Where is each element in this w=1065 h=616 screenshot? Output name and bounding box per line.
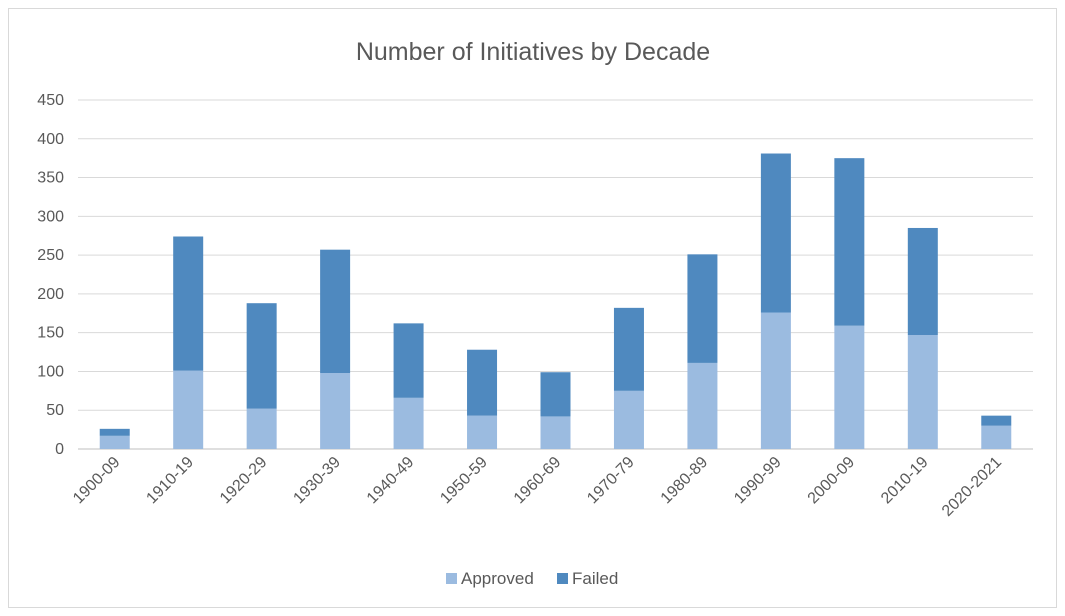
y-tick-label: 0 [55,441,64,458]
y-tick-label: 100 [37,363,64,380]
y-tick-label: 350 [37,170,64,187]
y-axis: 0 50 100 150 200 250 300 350 400 450 [37,92,64,458]
bar-approved-1930-39 [320,372,351,449]
bar-failed-1900-09 [99,428,130,436]
legend: Approved Failed [446,569,618,588]
x-tick-label: 1920-29 [217,454,271,508]
y-tick-label: 400 [37,131,64,148]
y-tick-label: 250 [37,247,64,264]
legend-swatch-failed [557,573,568,584]
chart-title: Number of Initiatives by Decade [356,38,710,66]
y-tick-label: 300 [37,208,64,225]
x-tick-label: 1990-99 [731,454,785,508]
y-tick-label: 200 [37,286,64,303]
bar-approved-1960-69 [540,416,571,449]
x-tick-label: 1910-19 [143,454,197,508]
bar-approved-1970-79 [613,390,644,449]
x-tick-label: 2020-2021 [939,454,1005,520]
x-tick-label: 2000-09 [805,454,859,508]
x-tick-label: 1930-39 [290,454,344,508]
bar-failed-1990-99 [760,153,791,313]
y-tick-label: 50 [46,402,64,419]
bar-failed-2010-19 [907,227,938,335]
bar-failed-2000-09 [834,158,865,326]
x-axis: 1900-09 1910-19 1920-29 1930-39 1940-49 1950-… [70,454,1005,520]
bar-approved-2000-09 [834,325,865,449]
bar-approved-2020-2021 [981,425,1012,449]
bar-approved-2010-19 [907,334,938,449]
y-tick-label: 150 [37,325,64,342]
bars [99,153,1012,449]
bar-approved-1950-59 [467,415,498,449]
x-tick-label: 1950-59 [437,454,491,508]
bar-approved-1990-99 [760,312,791,449]
bar-failed-1940-49 [393,323,424,398]
bar-failed-1970-79 [613,307,644,391]
bar-failed-1960-69 [540,372,571,417]
x-tick-label: 1900-09 [70,454,124,508]
bar-approved-1980-89 [687,362,718,449]
bar-approved-1910-19 [173,370,204,449]
legend-swatch-approved [446,573,457,584]
bar-approved-1920-29 [246,408,277,449]
bar-failed-2020-2021 [981,415,1012,426]
legend-label-failed: Failed [572,569,618,588]
y-tick-label: 450 [37,92,64,109]
x-tick-label: 1980-89 [658,454,712,508]
legend-label-approved: Approved [461,569,534,588]
bar-failed-1910-19 [173,236,204,371]
x-tick-label: 1940-49 [364,454,418,508]
x-tick-label: 1970-79 [584,454,638,508]
x-tick-label: 1960-69 [511,454,565,508]
bar-failed-1920-29 [246,303,277,409]
bar-approved-1900-09 [99,435,130,449]
bar-approved-1940-49 [393,397,424,449]
bar-failed-1950-59 [467,349,498,416]
bar-failed-1930-39 [320,249,351,373]
bar-failed-1980-89 [687,254,718,363]
gridlines [78,99,1033,450]
x-tick-label: 2010-19 [878,454,932,508]
